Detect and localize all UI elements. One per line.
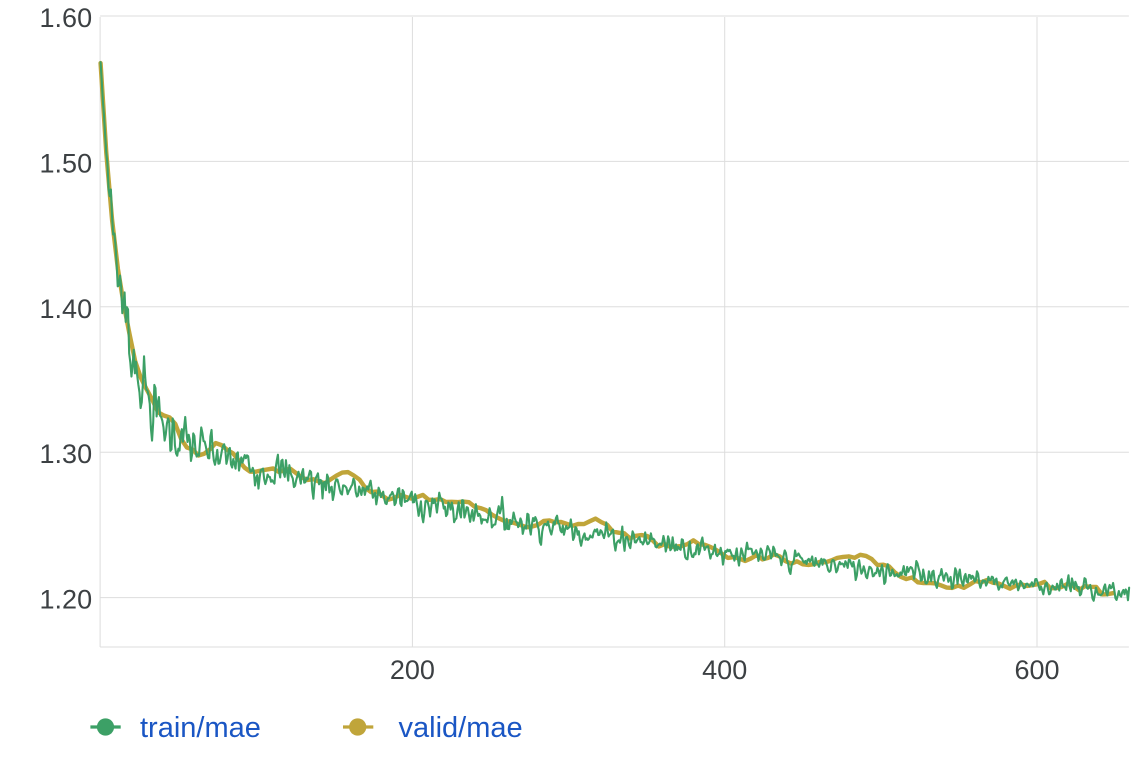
svg-text:valid/mae: valid/mae <box>399 712 523 744</box>
svg-text:1.40: 1.40 <box>40 294 93 324</box>
svg-text:1.60: 1.60 <box>40 3 93 33</box>
svg-text:1.50: 1.50 <box>40 148 93 178</box>
svg-text:1.30: 1.30 <box>40 439 93 469</box>
svg-text:train/mae: train/mae <box>140 712 261 744</box>
svg-text:1.20: 1.20 <box>40 585 93 615</box>
svg-text:200: 200 <box>390 655 435 685</box>
svg-text:600: 600 <box>1014 655 1059 685</box>
svg-text:400: 400 <box>702 655 747 685</box>
